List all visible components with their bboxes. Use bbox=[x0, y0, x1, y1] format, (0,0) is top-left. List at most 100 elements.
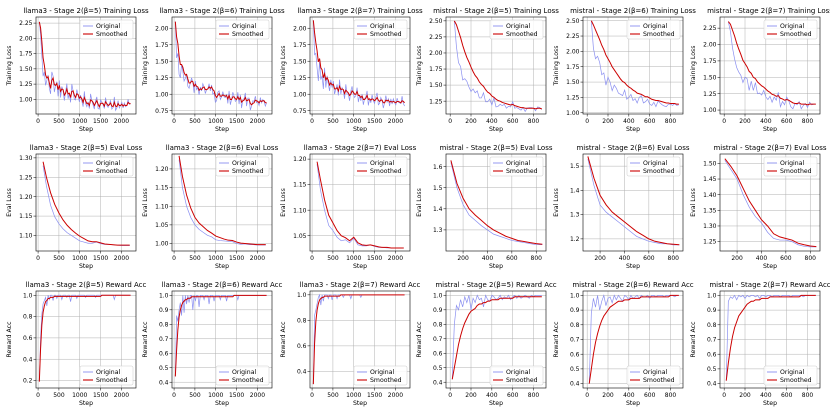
y-tick-label: 1.15 bbox=[19, 213, 33, 220]
x-tick-label: 500 bbox=[327, 118, 339, 125]
y-tick-label: 1.00 bbox=[566, 110, 580, 117]
x-tick-label: 500 bbox=[327, 255, 339, 262]
subplot-mistral_b5_acc: 0 200 400 600 800 0.4 0.5 0.6 0.7 0.8 0.9 1.0 mistra… bbox=[416, 281, 557, 407]
plot-frame bbox=[35, 153, 137, 252]
legend-box bbox=[215, 19, 270, 40]
y-tick-label: 2.25 bbox=[19, 20, 33, 27]
subplot-title: mistral - Stage 2(β=7) Eval Loss bbox=[713, 144, 826, 152]
x-tick-label: 400 bbox=[760, 118, 772, 125]
y-tick-label: 1.4 bbox=[570, 187, 580, 194]
plot-frame bbox=[35, 16, 137, 115]
legend-smoothed-label: Smoothed bbox=[370, 31, 402, 38]
x-tick-label: 2000 bbox=[250, 392, 265, 399]
y-tick-label: 1.50 bbox=[429, 82, 443, 89]
x-tick-label: 500 bbox=[189, 255, 201, 262]
y-tick-label: 1.25 bbox=[155, 75, 169, 82]
legend-smoothed-label: Smoothed bbox=[232, 168, 264, 175]
x-axis-label: Step bbox=[79, 263, 93, 270]
legend-smoothed-label: Smoothed bbox=[96, 31, 128, 38]
y-tick-label: 1.05 bbox=[155, 222, 169, 229]
plot-frame bbox=[582, 153, 684, 252]
x-axis-label: Step bbox=[763, 400, 777, 407]
y-tick-label: 1.25 bbox=[293, 75, 307, 82]
legend-box bbox=[353, 156, 408, 177]
legend-box bbox=[626, 156, 681, 177]
x-tick-label: 0 bbox=[585, 392, 589, 399]
x-tick-label: 400 bbox=[756, 255, 768, 262]
legend-original-label: Original bbox=[643, 23, 667, 30]
series-smoothed-line bbox=[451, 296, 542, 380]
legend-smoothed-label: Smoothed bbox=[780, 31, 812, 38]
legend-box bbox=[353, 19, 408, 40]
y-tick-label: 1.75 bbox=[429, 66, 443, 73]
legend-original-label: Original bbox=[96, 369, 120, 376]
x-tick-label: 400 bbox=[482, 255, 494, 262]
x-axis-label: Step bbox=[489, 400, 503, 407]
legend-original-label: Original bbox=[506, 369, 530, 376]
y-tick-label: 1.15 bbox=[293, 182, 307, 189]
legend-box bbox=[763, 156, 818, 177]
legend-smoothed-label: Smoothed bbox=[96, 168, 128, 175]
y-tick-label: 0.5 bbox=[433, 365, 443, 372]
x-axis-label: Step bbox=[489, 263, 503, 270]
x-tick-label: 1500 bbox=[367, 392, 382, 399]
x-tick-label: 800 bbox=[531, 255, 543, 262]
subplot-llama3_b6_acc: 0 500 1000 1500 2000 0.4 0.5 0.6 0.7 0.8 0.9 1.0 lla… bbox=[142, 281, 283, 407]
y-tick-label: 1.25 bbox=[19, 174, 33, 181]
x-tick-label: 1000 bbox=[72, 255, 87, 262]
x-tick-label: 1000 bbox=[346, 392, 361, 399]
y-tick-label: 1.5 bbox=[433, 185, 443, 192]
series-smoothed-line bbox=[453, 20, 542, 110]
plot-frame bbox=[582, 16, 684, 115]
y-tick-label: 2.50 bbox=[566, 18, 580, 25]
x-tick-label: 500 bbox=[189, 392, 201, 399]
subplot-mistral_b6_acc: 0 200 400 600 800 0.4 0.5 0.6 0.7 0.8 0.9 1.0 mistra… bbox=[553, 281, 694, 407]
y-tick-label: 0.4 bbox=[297, 369, 307, 376]
x-tick-label: 1500 bbox=[229, 255, 244, 262]
x-tick-label: 800 bbox=[665, 118, 677, 125]
y-tick-label: 1.50 bbox=[293, 58, 307, 65]
series-smoothed-line bbox=[450, 160, 543, 245]
y-axis-label: Eval Loss bbox=[553, 188, 560, 217]
x-tick-label: 0 bbox=[172, 392, 176, 399]
legend-smoothed-label: Smoothed bbox=[643, 168, 675, 175]
x-tick-label: 0 bbox=[722, 118, 726, 125]
series-smoothed-line bbox=[727, 21, 816, 106]
series-smoothed-line bbox=[174, 294, 267, 377]
subplot-llama3_b7_eval: 0 500 1000 1500 2000 1.05 1.10 1.15 1.20 llama3 -… bbox=[280, 144, 417, 270]
series-smoothed-line bbox=[588, 294, 679, 384]
x-tick-label: 2000 bbox=[250, 255, 265, 262]
legend-box bbox=[489, 19, 544, 40]
subplot-title: llama3 - Stage 2(β=5) Training Loss bbox=[23, 7, 149, 15]
y-tick-label: 1.25 bbox=[19, 81, 33, 88]
plot-frame bbox=[309, 290, 411, 389]
y-tick-label: 1.75 bbox=[293, 42, 307, 49]
y-tick-label: 1.00 bbox=[703, 107, 717, 114]
x-tick-label: 1000 bbox=[208, 255, 223, 262]
y-tick-label: 2.25 bbox=[566, 33, 580, 40]
y-tick-label: 2.25 bbox=[703, 25, 717, 32]
legend-smoothed-label: Smoothed bbox=[232, 377, 264, 384]
subplot-title: mistral - Stage 2(β=7) Training Loss bbox=[707, 7, 830, 15]
series-original-line bbox=[724, 160, 817, 248]
y-tick-label: 0.5 bbox=[570, 366, 580, 373]
y-tick-label: 0.8 bbox=[570, 322, 580, 329]
plot-frame bbox=[445, 153, 547, 252]
y-axis-label: Training Loss bbox=[416, 46, 423, 87]
series-original-line bbox=[590, 20, 679, 108]
x-tick-label: 800 bbox=[802, 392, 814, 399]
legend-box bbox=[79, 156, 134, 177]
x-tick-label: 200 bbox=[594, 255, 606, 262]
x-tick-label: 600 bbox=[507, 118, 519, 125]
subplot-title: llama3 - Stage 2(β=6) Training Loss bbox=[159, 7, 285, 15]
y-tick-label: 0.6 bbox=[433, 350, 443, 357]
x-tick-label: 600 bbox=[643, 255, 655, 262]
legend-box bbox=[763, 365, 818, 386]
plot-frame bbox=[445, 16, 547, 115]
subplot-llama3_b7_acc: 0 500 1000 1500 2000 0.4 0.6 0.8 1.0 llama3 - Sta… bbox=[280, 281, 421, 407]
y-tick-label: 1.20 bbox=[293, 156, 307, 163]
